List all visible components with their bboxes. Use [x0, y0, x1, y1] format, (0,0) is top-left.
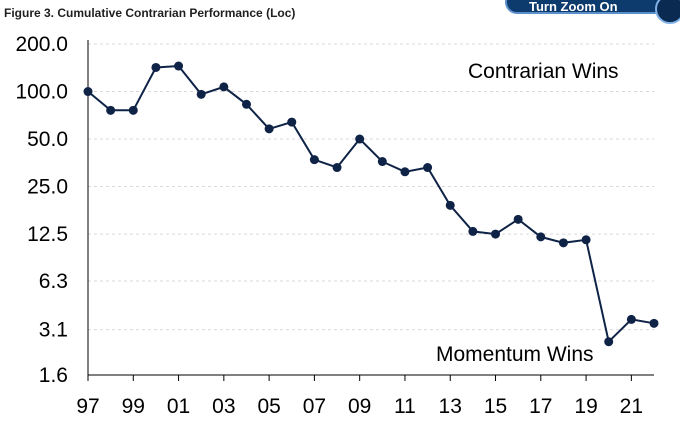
- y-tick-label: 6.3: [39, 270, 68, 293]
- y-tick-label: 25.0: [27, 176, 68, 199]
- data-point: [445, 200, 455, 210]
- x-tick-label: 15: [484, 395, 507, 418]
- y-tick-label: 3.1: [39, 319, 68, 342]
- zoom-toggle-button[interactable]: Turn Zoom On: [505, 0, 680, 24]
- data-point: [83, 87, 93, 97]
- data-point: [287, 117, 297, 127]
- data-point: [581, 235, 591, 245]
- magnifier-icon: [655, 0, 680, 24]
- data-point: [332, 163, 342, 173]
- x-axis-ticks: 97 99 01 03 05 07 09 11 13 15 17 19 21: [76, 375, 643, 418]
- x-tick-label: 21: [620, 395, 643, 418]
- data-point: [174, 61, 184, 71]
- x-tick-label: 01: [167, 395, 190, 418]
- data-point: [219, 82, 229, 92]
- x-tick-label: 05: [257, 395, 280, 418]
- y-tick-label: 200.0: [15, 33, 68, 56]
- y-tick-label: 1.6: [39, 364, 68, 387]
- data-point: [355, 134, 365, 144]
- zoom-toggle-label: Turn Zoom On: [529, 0, 618, 14]
- series-points: [83, 61, 659, 347]
- x-tick-label: 03: [212, 395, 235, 418]
- data-point: [196, 89, 206, 99]
- data-point: [106, 105, 116, 115]
- annotation-momentum-wins: Momentum Wins: [436, 343, 594, 366]
- data-point: [377, 157, 387, 167]
- x-tick-label: 17: [529, 395, 552, 418]
- data-point: [626, 314, 636, 324]
- data-point: [513, 214, 523, 224]
- data-point: [649, 318, 659, 328]
- x-tick-label: 19: [574, 395, 597, 418]
- data-point: [264, 124, 274, 134]
- x-tick-label: 11: [394, 395, 416, 418]
- annotation-contrarian-wins: Contrarian Wins: [468, 60, 619, 83]
- data-point: [423, 163, 433, 173]
- data-point: [491, 229, 501, 239]
- data-point: [558, 238, 568, 248]
- x-tick-label: 09: [348, 395, 371, 418]
- data-point: [604, 337, 614, 347]
- figure-title: Figure 3. Cumulative Contrarian Performa…: [4, 6, 296, 20]
- y-tick-label: 50.0: [27, 128, 68, 151]
- y-axis-ticks: 200.0 100.0 50.0 25.0 12.5 6.3 3.1 1.6: [15, 33, 68, 387]
- data-point: [128, 105, 138, 115]
- data-point: [400, 167, 410, 177]
- data-point: [468, 226, 478, 236]
- data-point: [309, 155, 319, 165]
- grid-lines: [88, 43, 654, 331]
- y-tick-label: 12.5: [27, 223, 68, 246]
- data-point: [241, 99, 251, 109]
- x-tick-label: 13: [439, 395, 462, 418]
- data-point: [536, 232, 546, 242]
- y-tick-label: 100.0: [15, 81, 68, 104]
- x-tick-label: 99: [122, 395, 145, 418]
- series-line: [87, 64, 655, 344]
- x-tick-label: 07: [303, 395, 326, 418]
- data-point: [151, 62, 161, 72]
- x-tick-label: 97: [76, 395, 99, 418]
